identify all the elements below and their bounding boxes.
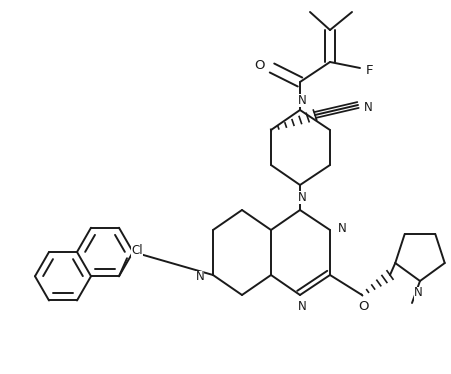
Text: N: N [297, 300, 306, 313]
Text: N: N [363, 101, 372, 113]
Text: N: N [297, 190, 306, 203]
Text: N: N [413, 286, 421, 300]
Text: Cl: Cl [131, 244, 143, 257]
Text: N: N [337, 221, 345, 234]
Text: O: O [358, 300, 368, 313]
Text: O: O [254, 58, 265, 71]
Text: N: N [297, 94, 306, 107]
Text: F: F [365, 64, 373, 77]
Text: N: N [195, 270, 204, 283]
